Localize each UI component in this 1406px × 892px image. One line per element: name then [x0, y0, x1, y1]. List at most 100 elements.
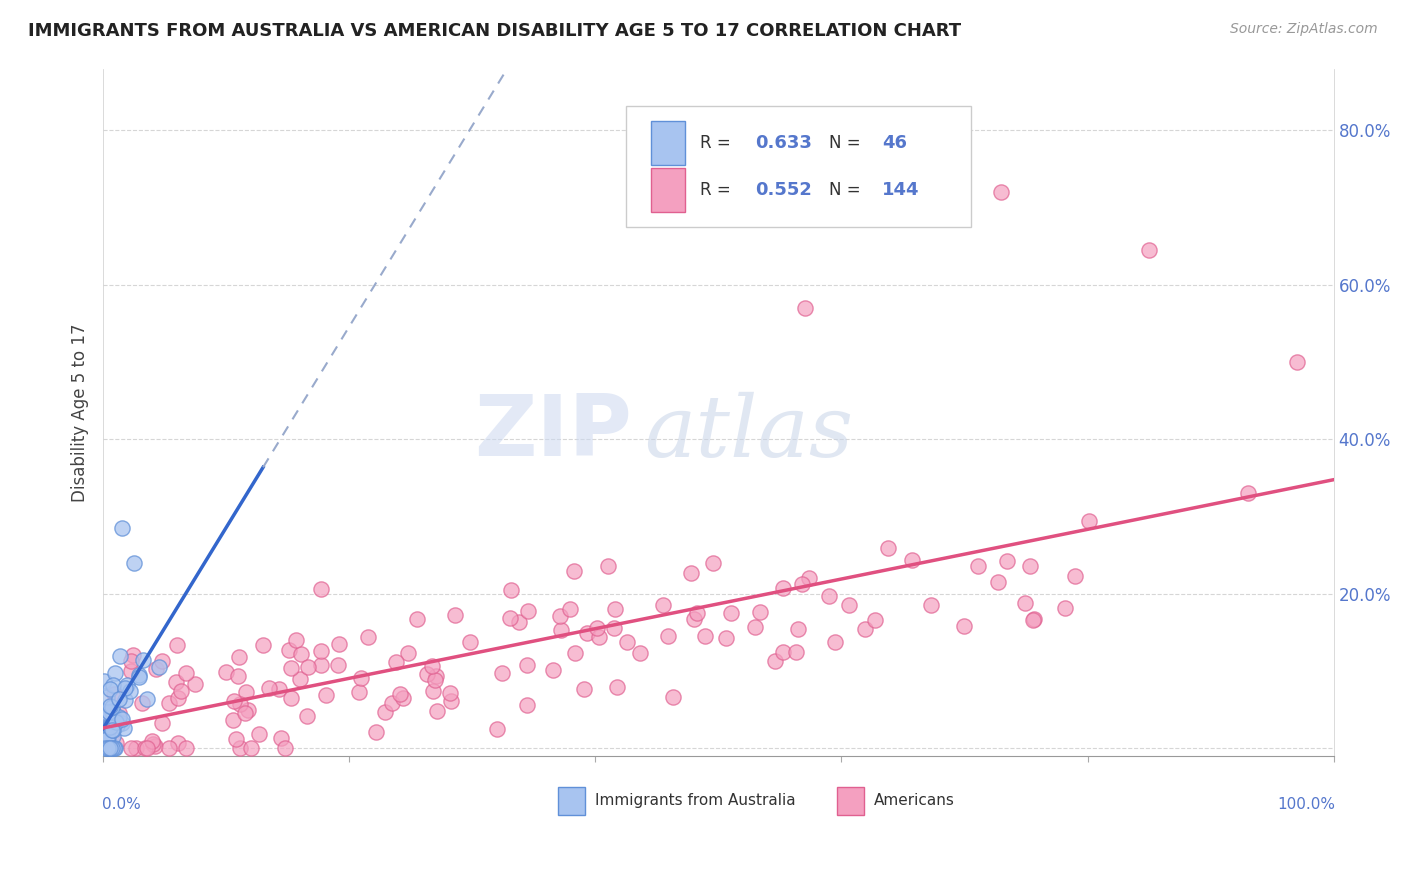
- Point: [94, 740, 117, 755]
- Point: [96, 690, 118, 704]
- Point: [100, 704, 122, 718]
- Point: [128, 668, 150, 682]
- Text: R =: R =: [700, 134, 735, 152]
- Point: [136, 691, 159, 706]
- Point: [221, 713, 243, 727]
- Point: [235, 706, 257, 720]
- Point: [274, 740, 297, 755]
- Point: [98, 719, 121, 733]
- Point: [628, 646, 651, 660]
- Point: [103, 740, 125, 755]
- Text: Immigrants from Australia: Immigrants from Australia: [595, 793, 796, 808]
- Point: [152, 654, 174, 668]
- Text: 0.633: 0.633: [755, 134, 813, 152]
- Point: [586, 621, 609, 635]
- Point: [141, 734, 163, 748]
- Point: [157, 696, 180, 710]
- Point: [790, 577, 813, 591]
- Point: [485, 723, 508, 737]
- Point: [392, 691, 415, 706]
- Point: [550, 624, 572, 638]
- Point: [797, 571, 820, 585]
- Point: [863, 613, 886, 627]
- Point: [101, 723, 124, 738]
- Point: [108, 648, 131, 663]
- Point: [364, 725, 387, 739]
- Text: 46: 46: [882, 134, 907, 152]
- FancyBboxPatch shape: [626, 106, 970, 227]
- Point: [128, 670, 150, 684]
- Y-axis label: Disability Age 5 to 17: Disability Age 5 to 17: [72, 323, 89, 501]
- Point: [269, 681, 291, 696]
- Point: [853, 623, 876, 637]
- Point: [515, 698, 537, 712]
- Point: [824, 635, 846, 649]
- Point: [772, 645, 794, 659]
- Point: [145, 662, 167, 676]
- Point: [228, 650, 250, 665]
- Point: [170, 684, 193, 698]
- Point: [93, 712, 115, 726]
- Point: [693, 629, 716, 643]
- Point: [415, 667, 437, 681]
- Point: [93, 729, 115, 743]
- Point: [1022, 613, 1045, 627]
- Point: [290, 647, 312, 661]
- Point: [238, 703, 260, 717]
- Point: [702, 556, 724, 570]
- Point: [651, 598, 673, 612]
- Point: [97, 740, 120, 755]
- FancyBboxPatch shape: [651, 168, 685, 212]
- Point: [111, 716, 134, 731]
- Point: [278, 642, 301, 657]
- Point: [541, 663, 564, 677]
- Point: [165, 674, 187, 689]
- Point: [134, 740, 156, 755]
- Point: [115, 678, 138, 692]
- Point: [101, 678, 124, 692]
- Point: [1022, 612, 1045, 626]
- Point: [297, 660, 319, 674]
- Point: [285, 633, 308, 648]
- Point: [877, 541, 900, 555]
- Text: atlas: atlas: [644, 392, 853, 475]
- Point: [103, 729, 125, 743]
- Point: [389, 687, 412, 701]
- Point: [422, 684, 444, 698]
- Point: [439, 686, 461, 700]
- Point: [315, 688, 337, 702]
- Point: [104, 665, 127, 680]
- Point: [1063, 569, 1085, 583]
- Point: [681, 566, 703, 580]
- Text: IMMIGRANTS FROM AUSTRALIA VS AMERICAN DISABILITY AGE 5 TO 17 CORRELATION CHART: IMMIGRANTS FROM AUSTRALIA VS AMERICAN DI…: [28, 22, 962, 40]
- Text: Source: ZipAtlas.com: Source: ZipAtlas.com: [1230, 22, 1378, 37]
- Point: [785, 645, 807, 659]
- Point: [96, 740, 118, 755]
- Text: 100.0%: 100.0%: [1277, 797, 1334, 813]
- Point: [987, 575, 1010, 590]
- Point: [257, 681, 280, 695]
- Text: 144: 144: [882, 181, 920, 199]
- Point: [347, 684, 370, 698]
- Point: [215, 665, 238, 679]
- Point: [1137, 243, 1160, 257]
- Point: [326, 657, 349, 672]
- Point: [131, 696, 153, 710]
- Point: [564, 646, 586, 660]
- Point: [920, 599, 942, 613]
- Point: [381, 696, 404, 710]
- Point: [104, 715, 127, 730]
- Point: [98, 699, 121, 714]
- Point: [166, 690, 188, 705]
- Point: [444, 608, 467, 623]
- Point: [357, 630, 380, 644]
- Point: [662, 690, 685, 704]
- Point: [103, 705, 125, 719]
- Point: [1236, 486, 1258, 500]
- Point: [349, 672, 371, 686]
- Point: [967, 559, 990, 574]
- Point: [93, 705, 115, 719]
- Point: [101, 700, 124, 714]
- Point: [252, 638, 274, 652]
- Point: [108, 706, 131, 720]
